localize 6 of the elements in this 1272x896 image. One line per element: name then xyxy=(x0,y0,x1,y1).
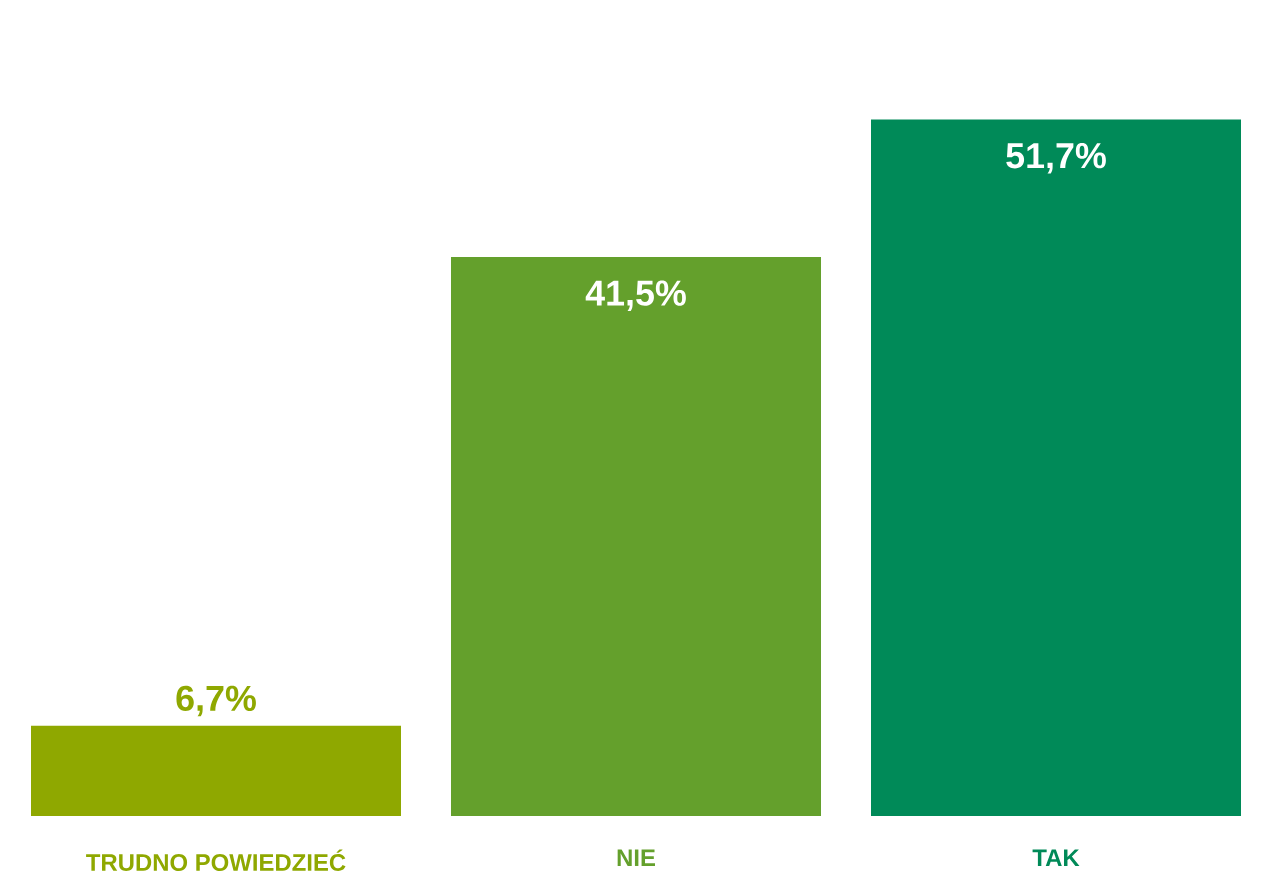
data-label: 41,5% xyxy=(585,280,686,311)
x-tick-label: TRUDNO POWIEDZIEĆ xyxy=(86,849,346,871)
data-label: 51,7% xyxy=(1006,143,1106,174)
data-label: 6,7% xyxy=(176,685,256,717)
x-tick-label: TAK xyxy=(1032,849,1080,866)
x-tick-label: NIE xyxy=(617,849,655,866)
